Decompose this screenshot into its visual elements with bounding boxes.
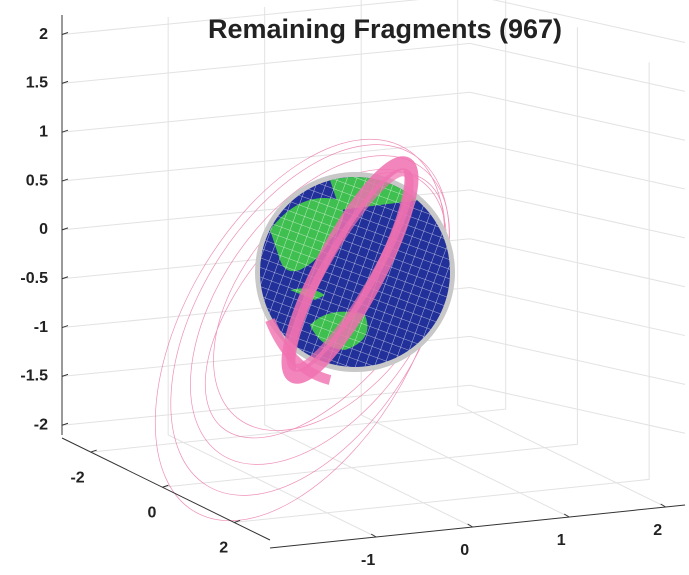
y-axis xyxy=(62,438,270,540)
grid-line xyxy=(62,43,685,91)
z-tick-label: 1 xyxy=(39,123,48,140)
y-tick-label: 2 xyxy=(219,540,228,557)
chart-title: Remaining Fragments (967) xyxy=(208,14,562,44)
grid-line xyxy=(62,92,685,140)
x-tick-label: 0 xyxy=(460,542,469,559)
grid-line xyxy=(458,0,666,507)
z-tick-label: -0.5 xyxy=(20,270,48,287)
z-tick-label: 1.5 xyxy=(26,75,48,92)
x-tick-label: -1 xyxy=(361,552,375,569)
tick-mark xyxy=(564,514,569,517)
y-tick-label: -2 xyxy=(70,469,84,486)
tick-mark xyxy=(468,524,473,527)
x-tick-label: 2 xyxy=(653,522,662,539)
y-tick-label: 0 xyxy=(148,504,157,521)
z-tick-label: -1 xyxy=(34,319,48,336)
z-tick-label: 0 xyxy=(39,221,48,238)
chart: Remaining Fragments (967) -2 -1.5 -1 -0.5 0 0… xyxy=(0,0,689,570)
z-tick-label: 2 xyxy=(39,26,48,43)
z-tick-label: 0.5 xyxy=(26,172,48,189)
page: Remaining Fragments (967) -2 -1.5 -1 -0.5 0 0… xyxy=(0,0,689,575)
z-tick-label: -1.5 xyxy=(20,368,48,385)
x-tick-label: 1 xyxy=(557,532,566,549)
tick-mark xyxy=(371,534,376,537)
z-tick-label: -2 xyxy=(34,416,48,433)
tick-mark xyxy=(661,504,666,507)
x-axis xyxy=(270,505,685,548)
